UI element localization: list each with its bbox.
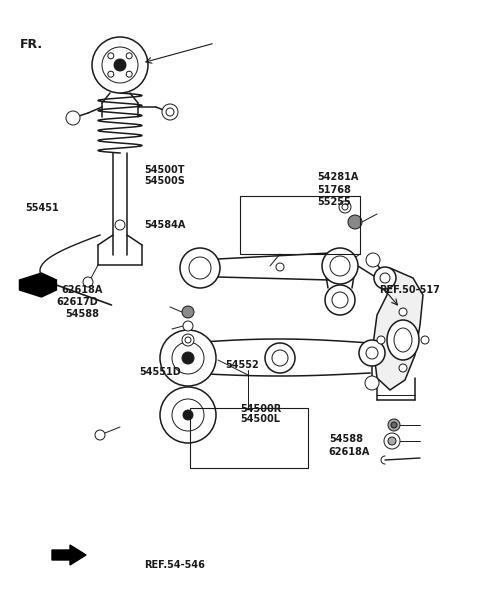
Text: 54500R: 54500R	[240, 404, 281, 414]
Text: 54500L: 54500L	[240, 414, 280, 424]
Circle shape	[388, 419, 400, 431]
Text: FR.: FR.	[20, 38, 43, 51]
Polygon shape	[218, 253, 345, 280]
Circle shape	[377, 336, 385, 344]
Circle shape	[180, 248, 220, 288]
Polygon shape	[20, 273, 57, 297]
Polygon shape	[373, 268, 423, 390]
Circle shape	[272, 350, 288, 366]
Circle shape	[399, 308, 407, 316]
Circle shape	[366, 253, 380, 267]
Text: 55451: 55451	[25, 203, 59, 213]
Circle shape	[66, 111, 80, 125]
Circle shape	[172, 399, 204, 431]
Circle shape	[399, 364, 407, 372]
Text: 54588: 54588	[329, 435, 363, 444]
Circle shape	[126, 71, 132, 77]
Text: REF.50-517: REF.50-517	[379, 285, 440, 295]
Circle shape	[162, 104, 178, 120]
Text: 51768: 51768	[317, 185, 351, 195]
Circle shape	[339, 201, 351, 213]
Circle shape	[185, 337, 191, 343]
Circle shape	[342, 204, 348, 210]
Circle shape	[332, 292, 348, 308]
Text: 62618A: 62618A	[329, 447, 370, 457]
Circle shape	[182, 352, 194, 364]
Circle shape	[391, 422, 397, 428]
Polygon shape	[52, 545, 86, 565]
Circle shape	[359, 340, 385, 366]
Text: 54584A: 54584A	[144, 220, 185, 230]
Text: 62618A: 62618A	[61, 285, 103, 295]
Circle shape	[276, 263, 284, 271]
Circle shape	[365, 376, 379, 390]
Text: 54500S: 54500S	[144, 176, 185, 185]
Circle shape	[160, 387, 216, 443]
Circle shape	[172, 342, 204, 374]
Circle shape	[95, 430, 105, 440]
Text: 62617D: 62617D	[57, 297, 98, 307]
Text: 54588: 54588	[65, 309, 99, 319]
Circle shape	[83, 277, 93, 287]
Text: 54551D: 54551D	[139, 367, 181, 377]
Circle shape	[189, 257, 211, 279]
Circle shape	[384, 433, 400, 449]
Circle shape	[182, 306, 194, 318]
Ellipse shape	[387, 320, 419, 360]
Circle shape	[325, 285, 355, 315]
Circle shape	[366, 347, 378, 359]
Ellipse shape	[394, 328, 412, 352]
Circle shape	[348, 215, 362, 229]
Circle shape	[265, 343, 295, 373]
Text: 54500T: 54500T	[144, 165, 184, 175]
Circle shape	[126, 53, 132, 59]
Circle shape	[183, 321, 193, 331]
Circle shape	[108, 71, 114, 77]
Circle shape	[374, 267, 396, 289]
Text: 54552: 54552	[226, 360, 259, 370]
Circle shape	[388, 437, 396, 445]
Circle shape	[421, 336, 429, 344]
Circle shape	[108, 53, 114, 59]
Circle shape	[115, 220, 125, 230]
Text: 55255: 55255	[317, 197, 350, 207]
Circle shape	[166, 108, 174, 116]
Circle shape	[102, 47, 138, 83]
Circle shape	[183, 410, 193, 420]
Circle shape	[322, 248, 358, 284]
Circle shape	[92, 37, 148, 93]
Circle shape	[114, 59, 126, 71]
Text: 54281A: 54281A	[317, 173, 358, 182]
Circle shape	[160, 330, 216, 386]
Circle shape	[380, 273, 390, 283]
Text: REF.54-546: REF.54-546	[144, 560, 205, 570]
Circle shape	[330, 256, 350, 276]
Circle shape	[182, 334, 194, 346]
